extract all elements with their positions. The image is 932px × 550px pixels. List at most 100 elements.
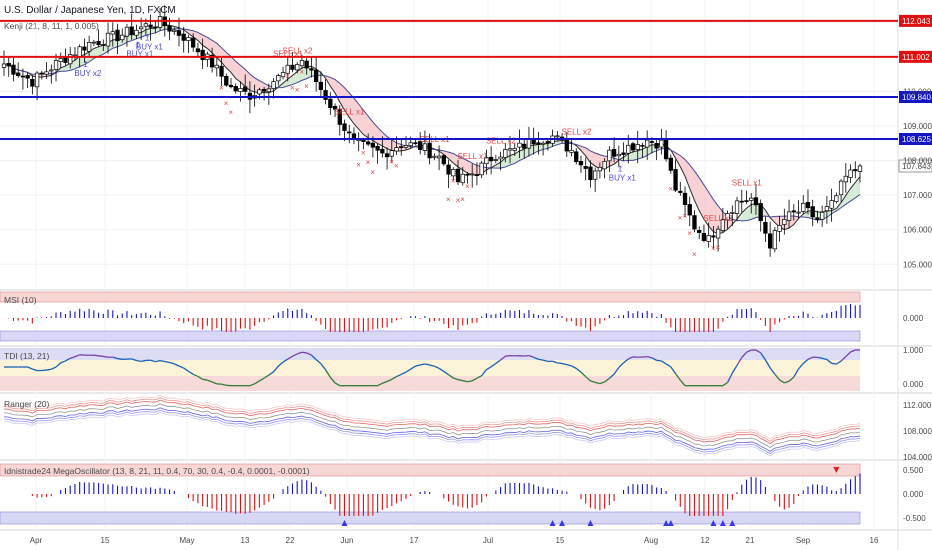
tdi-line-segment [647,356,653,359]
mega-buy-triangle-icon [549,520,556,526]
candle-body [394,147,399,152]
level-tag [899,14,932,27]
trend-cloud-segment [685,159,690,189]
tdi-lower-zone [0,376,860,391]
trend-cloud-segment [65,62,71,72]
candle-body [224,75,229,86]
tdi-line-segment [656,359,662,362]
tdi-line-segment [103,355,109,358]
candle-body [1,63,7,68]
sell-cross-icon: × [683,212,688,221]
candle-body [91,41,97,44]
trend-cloud-segment [632,150,638,161]
candle-body [347,131,352,134]
candle-body [602,160,607,170]
tdi-line-segment [207,379,213,383]
candle-body [796,211,801,214]
tdi-line-segment [259,377,265,382]
trend-cloud-segment [741,208,747,221]
tdi-line-segment [557,362,563,365]
candle-body [413,142,418,145]
tdi-line-segment [764,359,771,369]
trend-cloud-segment [467,160,473,175]
candle-body [191,37,196,48]
sell-cross-icon: × [711,244,716,253]
tdi-line-segment [608,373,615,379]
tdi-tick-label: 1.000 [903,346,924,355]
tdi-line-segment [377,382,383,387]
tdi-line-segment [136,359,142,363]
tdi-line-segment [429,364,435,367]
sell-cross-icon: × [394,162,399,171]
candle-body [455,168,461,183]
trend-cloud-segment [197,32,203,46]
msi-lower-zone [0,330,861,342]
x-tick-label: 16 [870,536,879,545]
trend-cloud-segment [363,110,369,138]
tdi-line-segment [65,357,71,362]
candle-body [484,157,489,165]
candle-body [635,144,640,150]
candle-body [228,84,234,88]
candle-body [238,87,243,92]
candle-body [749,197,754,201]
trend-cloud-segment [377,127,383,146]
tdi-line-segment [155,359,161,363]
candle-body [583,166,588,169]
tdi-line-segment [836,360,842,365]
tdi-line-segment [32,368,38,372]
trend-cloud-segment [458,156,463,170]
candle-body [20,75,26,78]
candle-body [77,46,82,57]
sell-cross-icon: × [219,83,224,92]
candle-body [564,139,569,152]
candle-body [493,159,498,161]
sell-cross-icon: × [356,160,361,169]
candle-body [649,141,655,143]
trend-cloud-segment [514,151,520,164]
tdi-line-segment [382,380,388,384]
mega-buy-triangle-icon [710,520,717,526]
tdi-line-segment [845,351,851,358]
sell-signal-label: SELL x1 [703,214,733,223]
tdi-line-segment [27,366,33,370]
candle-body [678,190,683,193]
last-price-tag [898,159,932,173]
candle-body [460,173,465,184]
x-tick-label: 13 [241,536,250,545]
mega-buy-triangle-icon [341,520,348,526]
candle-body [857,165,863,172]
candle-body [167,25,172,32]
candle-body [427,142,432,159]
tdi-line-segment [613,367,620,375]
tdi-line-segment [112,356,118,360]
candle-body [384,153,390,158]
sell-signal-label: SELL x1 [732,179,762,188]
trend-cloud-segment [150,28,156,35]
tdi-line-segment [774,373,781,381]
trend-cloud-segment [301,66,307,81]
buy-marker-icon: ↥ [82,60,89,69]
tdi-line-segment [268,371,274,376]
candle-body [498,156,503,160]
tdi-line-segment [386,378,393,383]
candle-body [233,86,238,92]
candle-body [630,143,636,151]
candle-body [801,202,806,212]
candle-body [597,166,603,172]
tdi-line-segment [448,374,454,379]
sell-signal-label: SELL x2 [282,46,312,55]
tdi-line-segment [571,365,577,369]
tdi-line-segment [746,349,752,353]
tdi-line-segment [779,379,785,384]
mega-buy-triangle-icon [663,520,670,526]
candle-body [517,142,522,148]
trend-cloud-segment [368,116,373,141]
tdi-line-segment [538,358,544,361]
tdi-line-segment [486,366,492,371]
candle-body [848,169,853,178]
candle-body [820,211,825,220]
tdi-line-segment [173,363,180,367]
panel-label-megaoscillator: Idnistrade24 MegaOscillator (13, 8, 21, … [4,466,310,476]
